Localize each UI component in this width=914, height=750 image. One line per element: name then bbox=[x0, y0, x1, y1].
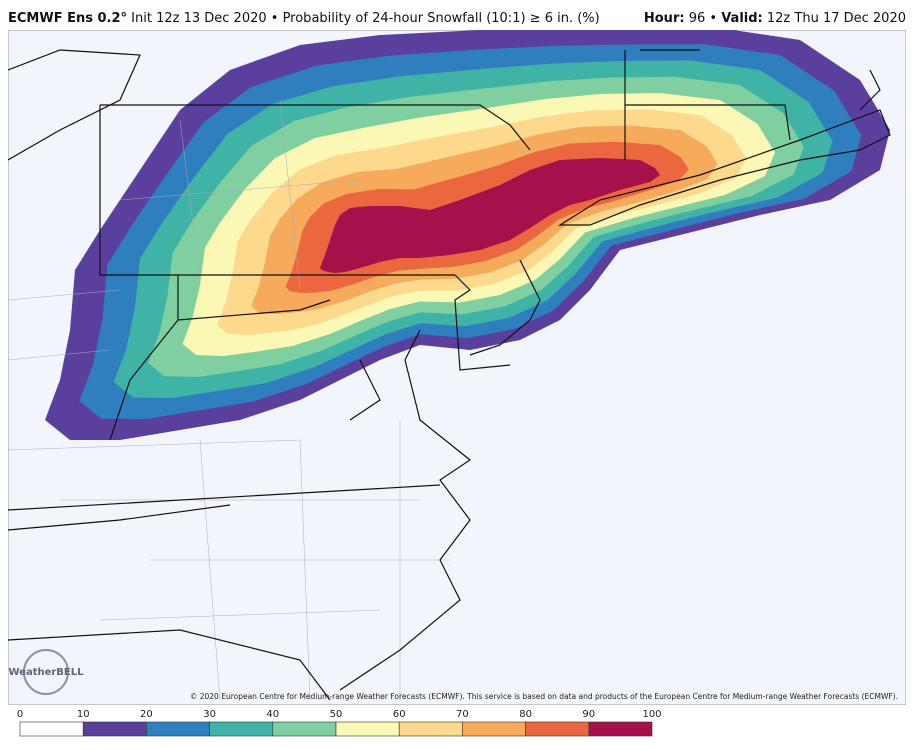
colorbar-swatch bbox=[588, 721, 653, 737]
colorbar-swatch bbox=[398, 721, 463, 737]
colorbar-tick-label: 90 bbox=[582, 709, 595, 720]
probability-bands bbox=[45, 30, 890, 440]
copyright: © 2020 European Centre for Medium-range … bbox=[190, 692, 898, 701]
header-left: ECMWF Ens 0.2° Init 12z 13 Dec 2020 • Pr… bbox=[8, 11, 600, 26]
colorbar-swatch bbox=[146, 721, 210, 737]
hour: 96 bbox=[689, 11, 706, 26]
colorbar-tick-label: 50 bbox=[330, 709, 343, 720]
hour-label: Hour: bbox=[644, 11, 685, 26]
county-lines bbox=[8, 99, 450, 701]
separator: • bbox=[709, 11, 717, 26]
model-name: ECMWF Ens 0.2° bbox=[8, 11, 127, 26]
valid-label: Valid: bbox=[721, 11, 763, 26]
logo-text: WeatherBELL bbox=[8, 667, 84, 678]
valid: 12z Thu 17 Dec 2020 bbox=[767, 11, 906, 26]
logo: WeatherBELL bbox=[8, 649, 84, 695]
colorbar-swatch bbox=[82, 721, 147, 737]
colorbar-tick-label: 0 bbox=[17, 709, 23, 720]
colorbar-tick-label: 40 bbox=[266, 709, 279, 720]
state-borders bbox=[8, 49, 891, 701]
colorbar-tick-label: 70 bbox=[456, 709, 469, 720]
colorbar-tick-label: 80 bbox=[519, 709, 532, 720]
colorbar-tick-label: 10 bbox=[77, 709, 90, 720]
header-right: Hour: 96 • Valid: 12z Thu 17 Dec 2020 bbox=[644, 11, 906, 26]
colorbar-swatch bbox=[335, 721, 400, 737]
colorbar-tick-label: 20 bbox=[140, 709, 153, 720]
description: Init 12z 13 Dec 2020 • Probability of 24… bbox=[131, 11, 600, 26]
colorbar-swatch bbox=[19, 721, 84, 737]
probability-band bbox=[320, 158, 660, 273]
colorbar-tick-label: 60 bbox=[393, 709, 406, 720]
colorbar-swatch bbox=[462, 721, 526, 737]
map: WeatherBELL © 2020 European Centre for M… bbox=[8, 30, 906, 705]
colorbar-swatch bbox=[209, 721, 274, 737]
colorbar-tick-label: 100 bbox=[642, 709, 661, 720]
colorbar-swatch bbox=[525, 721, 590, 737]
colorbar-swatch bbox=[272, 721, 337, 737]
colorbar: 0 10 20 30 40 50 60 70 80 90 100 bbox=[17, 709, 662, 737]
colorbar-tick-label: 30 bbox=[203, 709, 216, 720]
